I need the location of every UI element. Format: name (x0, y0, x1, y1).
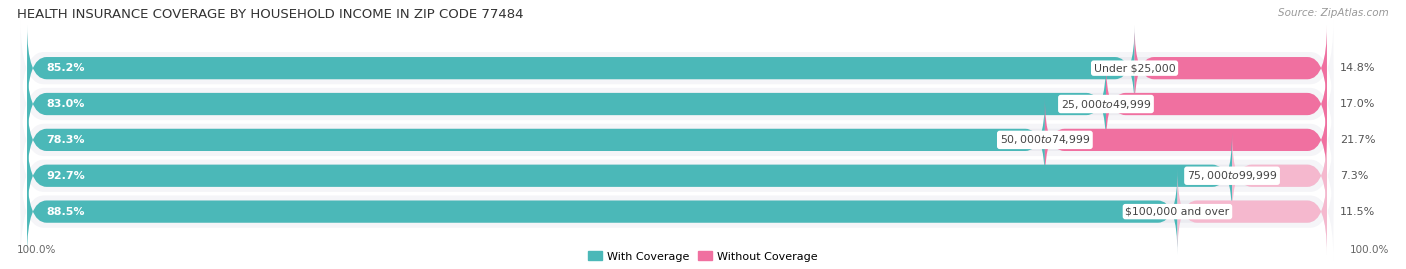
FancyBboxPatch shape (1177, 169, 1327, 254)
Text: Source: ZipAtlas.com: Source: ZipAtlas.com (1278, 8, 1389, 18)
Text: 85.2%: 85.2% (46, 63, 84, 73)
Text: 14.8%: 14.8% (1340, 63, 1375, 73)
FancyBboxPatch shape (27, 133, 1327, 218)
Text: 100.0%: 100.0% (17, 245, 56, 255)
Text: 92.7%: 92.7% (46, 171, 86, 181)
Text: Under $25,000: Under $25,000 (1094, 63, 1175, 73)
FancyBboxPatch shape (27, 169, 1177, 254)
FancyBboxPatch shape (27, 97, 1327, 183)
FancyBboxPatch shape (1045, 97, 1327, 183)
Text: $75,000 to $99,999: $75,000 to $99,999 (1187, 169, 1277, 182)
Text: 7.3%: 7.3% (1340, 171, 1368, 181)
FancyBboxPatch shape (21, 127, 1333, 224)
Text: $50,000 to $74,999: $50,000 to $74,999 (1000, 133, 1090, 146)
Text: $100,000 and over: $100,000 and over (1125, 207, 1229, 217)
FancyBboxPatch shape (1232, 133, 1327, 218)
FancyBboxPatch shape (21, 163, 1333, 260)
Text: 78.3%: 78.3% (46, 135, 84, 145)
Text: $25,000 to $49,999: $25,000 to $49,999 (1060, 98, 1152, 111)
FancyBboxPatch shape (21, 20, 1333, 116)
FancyBboxPatch shape (21, 56, 1333, 153)
Legend: With Coverage, Without Coverage: With Coverage, Without Coverage (583, 247, 823, 266)
FancyBboxPatch shape (27, 26, 1327, 111)
FancyBboxPatch shape (27, 61, 1107, 147)
FancyBboxPatch shape (27, 169, 1327, 254)
Text: 11.5%: 11.5% (1340, 207, 1375, 217)
Text: 88.5%: 88.5% (46, 207, 84, 217)
FancyBboxPatch shape (1107, 61, 1327, 147)
Text: 83.0%: 83.0% (46, 99, 84, 109)
Text: 100.0%: 100.0% (1350, 245, 1389, 255)
FancyBboxPatch shape (21, 91, 1333, 188)
Text: HEALTH INSURANCE COVERAGE BY HOUSEHOLD INCOME IN ZIP CODE 77484: HEALTH INSURANCE COVERAGE BY HOUSEHOLD I… (17, 8, 523, 21)
FancyBboxPatch shape (27, 61, 1327, 147)
FancyBboxPatch shape (27, 133, 1232, 218)
FancyBboxPatch shape (27, 97, 1045, 183)
FancyBboxPatch shape (27, 26, 1135, 111)
Text: 21.7%: 21.7% (1340, 135, 1375, 145)
FancyBboxPatch shape (1135, 26, 1327, 111)
Text: 17.0%: 17.0% (1340, 99, 1375, 109)
